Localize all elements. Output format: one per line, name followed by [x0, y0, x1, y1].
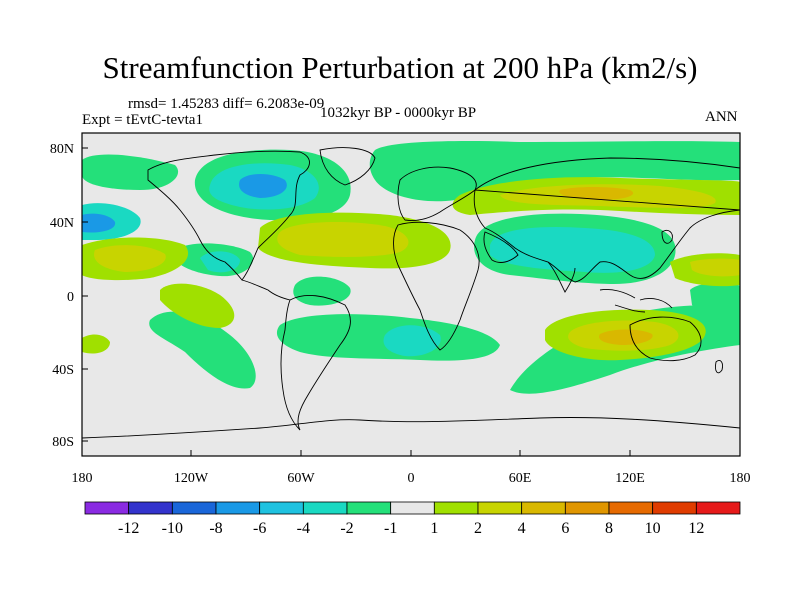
coast-africa: [393, 221, 480, 351]
contour-north-america-blue: [239, 174, 287, 198]
coast-south-america: [280, 294, 351, 431]
lon-label-180w: 180: [72, 471, 93, 486]
contour-asia-cyan: [490, 226, 655, 273]
contour-eurasia-orange: [559, 187, 634, 200]
colorbar-swatch: [128, 501, 173, 515]
contour-south-atlantic-cyan: [383, 325, 441, 357]
stats-text: rmsd= 1.45283 diff= 6.2083e-09: [128, 96, 325, 112]
contour-fields: [82, 140, 740, 439]
season-label: ANN: [705, 109, 738, 125]
contour-arctic-green: [82, 154, 179, 190]
colorbar-label: -8: [209, 520, 222, 537]
coast-greenland: [319, 147, 376, 186]
colorbar-label: 6: [561, 520, 569, 537]
contour-indian-orange: [599, 329, 653, 345]
longitude-labels: 180 120W 60W 0 60E 120E 180: [72, 471, 751, 486]
contour-north-atlantic-green: [369, 140, 740, 202]
colorbar-swatch: [564, 501, 610, 515]
coast-india: [547, 261, 576, 293]
colorbar-swatch: [259, 501, 304, 515]
contour-southpacific-yellowgreen: [160, 283, 235, 328]
map-title: Streamfunction Perturbation at 200 hPa (…: [102, 50, 698, 85]
coast-new-zealand: [715, 359, 723, 374]
coast-antarctica: [82, 417, 740, 439]
colorbar-label: 12: [688, 520, 704, 537]
colorbar-swatch: [521, 501, 566, 515]
lon-label-0: 0: [408, 471, 415, 486]
contour-pacific-yellow: [94, 245, 166, 272]
coast-arabia: [483, 231, 519, 263]
coast-central-america: [241, 279, 291, 301]
colorbar-swatch: [215, 501, 261, 515]
colorbar-label: -6: [253, 520, 266, 537]
contour-atlantic-yellow: [277, 222, 409, 257]
colorbar-label: 8: [605, 520, 613, 537]
colorbar-swatch: [302, 501, 348, 515]
lat-label-eq: 0: [67, 290, 74, 305]
contour-eastpacific-yellow: [690, 258, 740, 277]
colorbar-swatch: [84, 501, 130, 515]
coast-maritime: [599, 289, 673, 313]
colorbar-swatch: [477, 501, 523, 515]
colorbar-label: 1: [430, 520, 438, 537]
coastlines: [82, 147, 740, 439]
lon-label-120w: 120W: [174, 471, 209, 486]
colorbar-swatch: [171, 501, 217, 515]
lon-label-60w: 60W: [287, 471, 315, 486]
colorbar-swatch: [346, 501, 392, 515]
contour-east-pacific-green: [690, 282, 740, 321]
lat-label-80n: 80N: [50, 142, 74, 157]
coast-japan: [661, 229, 673, 244]
colorbar-swatch: [390, 501, 435, 515]
contour-southwest-yellowgreen: [82, 334, 110, 354]
lon-label-180e: 180: [730, 471, 751, 486]
coast-asia: [473, 157, 740, 283]
colorbar-label: -10: [162, 520, 183, 537]
colorbar: -12 -10 -8 -6 -4 -2 -1 1 2 4 6 8 10 12: [84, 501, 741, 537]
contour-south-pacific-green: [149, 311, 256, 389]
lon-label-120e: 120E: [615, 471, 645, 486]
colorbar-label: -1: [384, 520, 397, 537]
coast-australia: [629, 316, 702, 362]
period-label: 1032kyr BP - 0000kyr BP: [320, 105, 477, 121]
coast-europe: [397, 166, 477, 221]
contour-tropical-green: [293, 276, 351, 306]
colorbar-label: 4: [518, 520, 526, 537]
colorbar-swatch: [433, 501, 479, 515]
axis-ticks: [81, 147, 741, 456]
colorbar-swatch: [695, 501, 741, 515]
contour-pacific-blue: [82, 213, 116, 233]
colorbar-label: 2: [474, 520, 482, 537]
coast-north-america: [147, 150, 310, 281]
lat-label-40n: 40N: [50, 216, 74, 231]
colorbar-label: -12: [118, 520, 139, 537]
colorbar-label: -2: [340, 520, 353, 537]
lon-label-60e: 60E: [509, 471, 532, 486]
colorbar-swatch: [608, 501, 654, 515]
colorbar-label: 10: [645, 520, 661, 537]
lat-label-80s: 80S: [52, 435, 74, 450]
experiment-label: Expt = tEvtC-tevta1: [82, 112, 203, 128]
colorbar-swatch: [652, 501, 697, 515]
lat-label-40s: 40S: [52, 363, 74, 378]
latitude-labels: 80N 40N 0 40S 80S: [50, 142, 74, 450]
colorbar-label: -4: [297, 520, 310, 537]
